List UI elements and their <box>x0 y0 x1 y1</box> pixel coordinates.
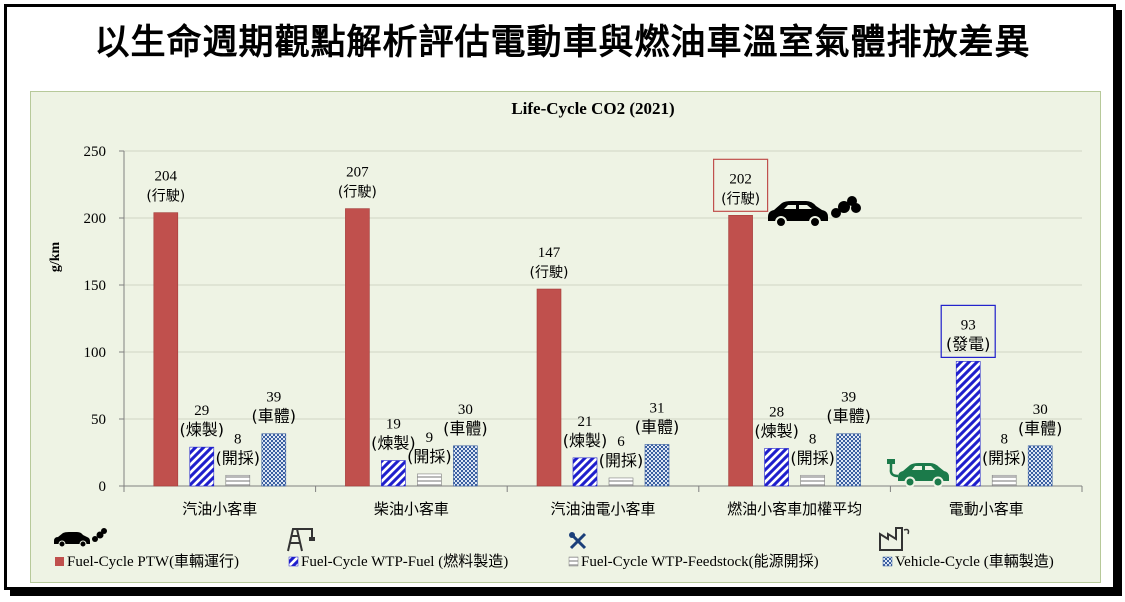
data-sublabel: (開採) <box>790 448 835 467</box>
bar <box>764 448 789 487</box>
data-label: 147 <box>538 245 561 261</box>
data-label: 9 <box>426 430 434 446</box>
legend: Fuel-Cycle PTW(車輛運行) Fuel-Cycle WTP-Fuel… <box>54 527 1054 570</box>
data-label: 202 <box>729 171 752 187</box>
x-tick-label: 燃油小客車加權平均 <box>727 500 862 518</box>
legend-item-wtp-feedstock: Fuel-Cycle WTP-Feedstock(能源開採) <box>568 532 819 570</box>
car-exhaust-icon <box>54 528 107 548</box>
data-sublabel: (煉製) <box>754 421 799 440</box>
bar <box>345 208 370 487</box>
data-label: 6 <box>617 434 625 450</box>
data-sublabel: (行駛) <box>338 185 377 201</box>
electric-car-icon <box>887 459 949 488</box>
bar <box>417 473 442 487</box>
data-sublabel: (行駛) <box>146 189 185 205</box>
bar <box>261 433 287 487</box>
data-label: 204 <box>155 169 178 185</box>
chart-title: Life-Cycle CO2 (2021) <box>511 99 674 118</box>
data-label: 29 <box>194 403 209 419</box>
data-sublabel: (開採) <box>982 448 1026 467</box>
legend-item-wtp-fuel: Fuel-Cycle WTP-Fuel (燃料製造) <box>287 528 508 570</box>
highlight-box <box>712 158 769 212</box>
data-label: 207 <box>346 165 369 181</box>
data-label: 8 <box>809 431 817 447</box>
legend-label-vehicle-cycle: Vehicle-Cycle (車輛製造) <box>895 553 1054 570</box>
data-label: 39 <box>266 390 281 406</box>
x-tick-label: 汽油小客車 <box>182 500 257 518</box>
legend-label-ptw: Fuel-Cycle PTW(車輛運行) <box>67 553 239 570</box>
bar <box>453 445 478 487</box>
page-title: 以生命週期觀點解析評估電動車與燃油車溫室氣體排放差異 <box>94 23 1031 63</box>
legend-label-wtp-fuel: Fuel-Cycle WTP-Fuel (燃料製造) <box>301 552 508 570</box>
data-sublabel: (煉製) <box>180 420 225 439</box>
data-sublabel: (煉製) <box>563 431 608 450</box>
bar <box>381 460 406 487</box>
data-sublabel: (開採) <box>216 448 260 467</box>
y-tick-label: 100 <box>84 345 107 361</box>
bar <box>189 446 215 487</box>
highlight-box <box>940 304 996 358</box>
data-sublabel: (車體) <box>252 407 297 426</box>
y-tick-label: 250 <box>84 144 107 160</box>
oil-derrick-icon <box>287 528 315 552</box>
bar <box>536 288 562 487</box>
bar <box>572 457 598 487</box>
data-label: 28 <box>769 404 784 420</box>
data-label: 31 <box>650 400 665 416</box>
bar <box>225 474 251 487</box>
data-sublabel: (車體) <box>826 407 871 426</box>
data-label: 21 <box>578 414 593 430</box>
data-label: 30 <box>458 402 473 418</box>
data-sublabel: (車體) <box>635 417 680 436</box>
bar <box>728 215 753 487</box>
bar <box>800 474 825 487</box>
labels-layer: 汽油小客車204(行駛)29(煉製)8(開採)39(車體)柴油小客車207(行駛… <box>146 158 1063 518</box>
data-sublabel: (煉製) <box>371 434 416 453</box>
data-sublabel: (行駛) <box>530 265 569 281</box>
bar <box>836 433 861 487</box>
legend-item-vehicle-cycle: Vehicle-Cycle (車輛製造) <box>879 527 1054 570</box>
data-sublabel: (車體) <box>1018 419 1063 438</box>
bar <box>608 477 634 487</box>
x-tick-label: 柴油小客車 <box>374 500 449 518</box>
x-tick-label: 汽油油電小客車 <box>550 500 655 518</box>
legend-swatch-wtp-feedstock <box>568 556 579 567</box>
legend-item-ptw: Fuel-Cycle PTW(車輛運行) <box>54 528 239 570</box>
x-tick-label: 電動小客車 <box>949 500 1024 518</box>
data-label: 30 <box>1033 402 1048 418</box>
data-sublabel: (車體) <box>443 419 488 438</box>
legend-label-wtp-feedstock: Fuel-Cycle WTP-Feedstock(能源開採) <box>581 553 819 570</box>
y-tick-label: 150 <box>84 278 107 294</box>
tools-icon <box>569 532 587 550</box>
factory-icon <box>879 527 910 551</box>
bar <box>1027 445 1053 487</box>
data-sublabel: (開採) <box>599 451 644 470</box>
y-tick-label: 0 <box>99 479 107 495</box>
legend-swatch-ptw <box>55 557 64 566</box>
chart-area: Life-Cycle CO2 (2021) g/km 0 50 100 150 200 2… <box>30 91 1101 583</box>
data-sublabel: (開採) <box>407 447 452 466</box>
bar <box>644 444 670 487</box>
chart-svg: Life-Cycle CO2 (2021) g/km 0 50 100 150 200 2… <box>48 99 1083 570</box>
bar <box>153 212 179 487</box>
bars-layer <box>153 208 1053 487</box>
bar <box>955 361 981 487</box>
data-label: 8 <box>234 431 242 447</box>
data-label: 19 <box>386 417 401 433</box>
y-tick-label: 200 <box>84 211 107 227</box>
legend-swatch-wtp-fuel <box>288 556 299 567</box>
y-tick-label: 50 <box>91 412 106 428</box>
data-sublabel: (發電) <box>946 334 991 353</box>
car-exhaust-icon <box>768 196 861 228</box>
data-label: 8 <box>1000 431 1008 447</box>
data-sublabel: (行駛) <box>721 191 760 207</box>
data-label: 39 <box>841 390 856 406</box>
bar <box>991 474 1017 487</box>
legend-swatch-vehicle-cycle <box>882 556 893 567</box>
grid-layer: 0 50 100 150 200 250 <box>84 144 1083 495</box>
y-axis-label: g/km <box>48 241 63 272</box>
data-label: 93 <box>961 317 976 333</box>
